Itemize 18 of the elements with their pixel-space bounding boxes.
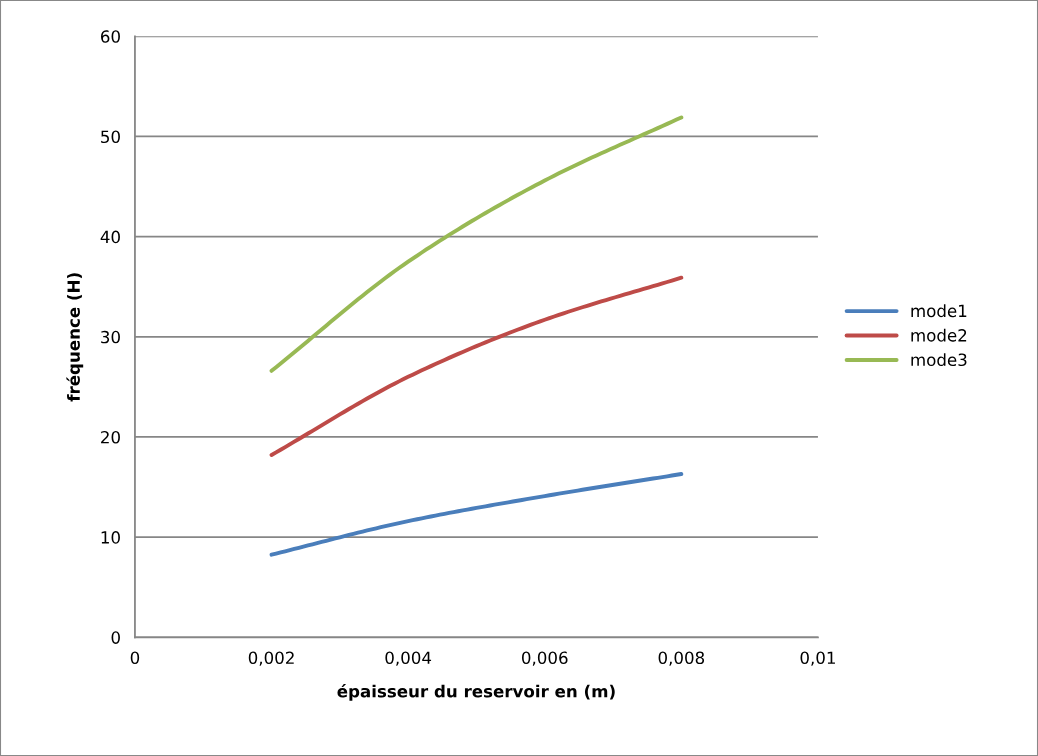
x-tick-label: 0,002 <box>248 651 294 666</box>
y-tick-label: 60 <box>101 30 120 43</box>
legend-label: mode2 <box>911 328 967 342</box>
y-tick-label: 40 <box>100 230 120 244</box>
x-axis-title: épaisseur du reservoir en (m) <box>337 683 615 701</box>
x-tick-label: 0,008 <box>658 651 705 666</box>
x-tick-label: 0,004 <box>385 651 432 666</box>
y-tick-label: 50 <box>101 130 120 144</box>
y-tick-label: 10 <box>101 531 120 544</box>
x-tick-label: 0 <box>130 651 140 665</box>
y-tick-label: 0 <box>111 631 120 644</box>
x-tick-label: 0,006 <box>521 651 568 666</box>
x-tick-label: 0,01 <box>800 651 835 666</box>
y-tick-label: 20 <box>101 430 120 444</box>
legend-label: mode1 <box>911 304 967 318</box>
y-tick-label: 30 <box>101 330 120 344</box>
y-axis-title: fréquence (H) <box>66 273 84 402</box>
legend-label: mode3 <box>911 353 967 367</box>
